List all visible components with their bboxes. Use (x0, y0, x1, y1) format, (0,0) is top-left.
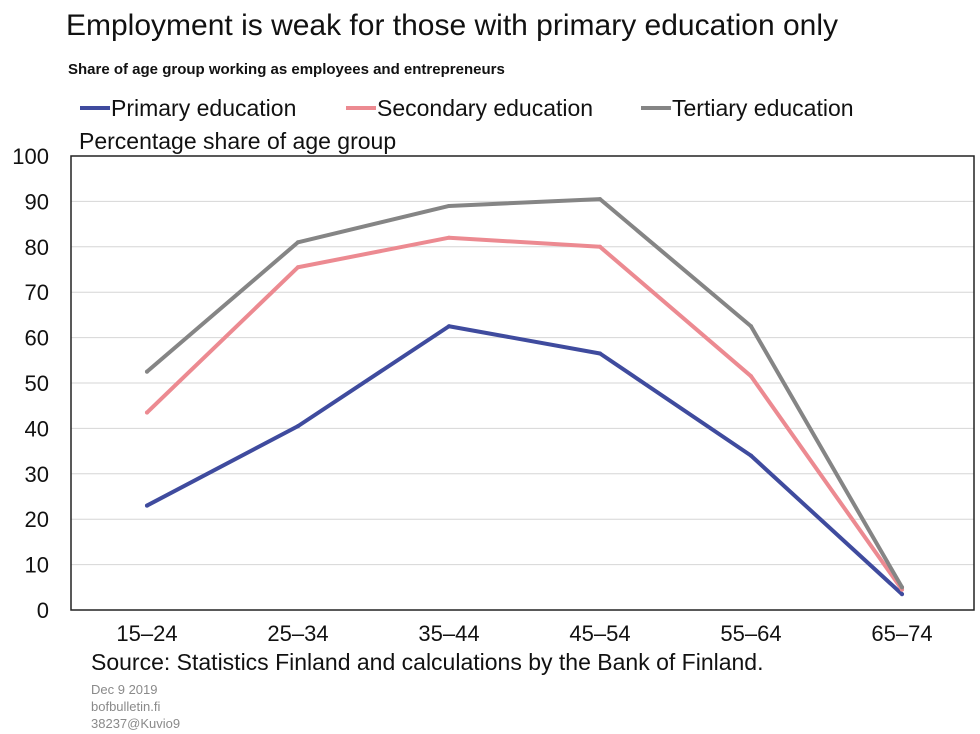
data-point (447, 235, 451, 240)
series-line (145, 197, 904, 590)
y-axis-label: Percentage share of age group (79, 128, 396, 154)
legend-label: Tertiary education (672, 95, 854, 121)
y-tick-label: 80 (25, 235, 49, 260)
footer-site: bofbulletin.fi (91, 699, 161, 714)
series-line (145, 324, 904, 597)
x-tick-label: 55–64 (720, 621, 781, 646)
plot-frame (70, 155, 975, 611)
x-tick-label: 65–74 (871, 621, 932, 646)
data-point (296, 240, 300, 245)
y-tick-label: 90 (25, 189, 49, 214)
y-tick-label: 60 (25, 326, 49, 351)
data-point (598, 244, 602, 249)
data-point (598, 351, 602, 356)
data-point (749, 453, 753, 458)
y-tick-label: 50 (25, 371, 49, 396)
legend: Primary education Secondary education Tert… (80, 95, 854, 121)
footer-meta: Dec 9 2019 bofbulletin.fi 38237@Kuvio9 (91, 681, 180, 732)
data-point (447, 324, 451, 329)
data-point (145, 369, 149, 374)
x-tick-label: 15–24 (116, 621, 177, 646)
data-point (296, 265, 300, 270)
data-point (900, 592, 904, 597)
source-note: Source: Statistics Finland and calculati… (91, 649, 763, 675)
x-tick-label: 45–54 (569, 621, 630, 646)
x-axis: 15–24 25–34 35–44 45–54 55–64 65–74 (116, 621, 932, 646)
chart-title: Employment is weak for those with primar… (66, 9, 838, 42)
y-tick-label: 40 (25, 416, 49, 441)
y-axis: 0 10 20 30 40 50 60 70 80 90 100 (12, 144, 49, 623)
gridlines (71, 200, 974, 566)
footer-date: Dec 9 2019 (91, 682, 158, 697)
x-tick-label: 35–44 (418, 621, 479, 646)
data-point (296, 424, 300, 429)
data-point (749, 324, 753, 329)
data-point (598, 197, 602, 202)
legend-label: Secondary education (377, 95, 593, 121)
y-tick-label: 30 (25, 462, 49, 487)
legend-label: Primary education (111, 95, 296, 121)
y-tick-label: 100 (12, 144, 49, 169)
series-layer (145, 197, 904, 597)
x-tick-label: 25–34 (267, 621, 328, 646)
chart-subtitle: Share of age group working as employees … (68, 61, 505, 78)
data-point (145, 503, 149, 508)
data-point (447, 203, 451, 208)
y-tick-label: 10 (25, 553, 49, 578)
data-point (900, 585, 904, 590)
y-tick-label: 20 (25, 507, 49, 532)
series-line (145, 235, 904, 592)
y-tick-label: 0 (37, 598, 49, 623)
data-point (749, 374, 753, 379)
footer-code: 38237@Kuvio9 (91, 716, 181, 731)
y-tick-label: 70 (25, 280, 49, 305)
data-point (145, 410, 149, 415)
